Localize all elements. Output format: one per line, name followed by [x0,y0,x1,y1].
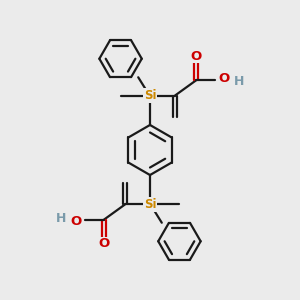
Text: H: H [56,212,66,225]
Text: Si: Si [144,198,156,211]
Text: O: O [190,50,202,63]
Text: H: H [234,75,244,88]
Text: Si: Si [144,89,156,102]
Text: O: O [218,72,230,85]
Text: O: O [98,237,110,250]
Text: O: O [70,215,82,228]
